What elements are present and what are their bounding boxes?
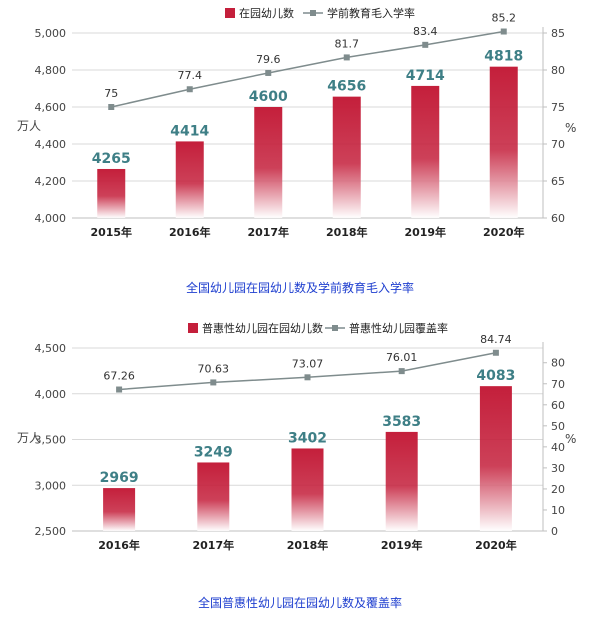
bar-value-label: 3402 [288, 430, 327, 446]
y2-tick-label: 85 [551, 27, 565, 40]
rate-point [210, 379, 217, 386]
legend-bar-label: 在园幼儿数 [239, 7, 294, 20]
chart-caption-2: 全国普惠性幼儿园在园幼儿数及覆盖率 [197, 596, 402, 610]
bar [197, 462, 230, 531]
rate-point [422, 41, 429, 48]
rate-point [500, 28, 507, 35]
y-tick-label: 4,000 [35, 388, 67, 401]
bar-value-label: 4083 [476, 368, 515, 384]
legend-bar-swatch [188, 323, 198, 333]
y2-tick-label: 50 [551, 420, 565, 433]
x-tick-label: 2017年 [247, 225, 289, 239]
bar [254, 107, 283, 218]
rate-value-label: 77.4 [178, 69, 203, 82]
bar [411, 85, 440, 218]
bar-value-label: 2969 [100, 470, 139, 486]
bar [175, 141, 204, 218]
rate-line [111, 30, 504, 108]
y2-tick-label: 70 [551, 138, 565, 151]
rate-value-label: 85.2 [492, 12, 517, 25]
rate-point [304, 374, 311, 381]
y2-tick-label: 75 [551, 101, 565, 114]
y-axis-label: 万人 [17, 431, 41, 445]
y2-tick-label: 65 [551, 175, 565, 188]
bar [489, 66, 518, 218]
y2-tick-label: 60 [551, 399, 565, 412]
chart-caption-1: 全国幼儿园在园幼儿数及学前教育毛入学率 [185, 281, 414, 295]
y-axis-label: 万人 [17, 119, 41, 133]
y-tick-label: 4,800 [35, 64, 67, 77]
enrollment-chart: 4,000 4,200 4,400 4,600 4,800 5,000 60 65 70 75 80… [17, 6, 576, 239]
bar [479, 386, 512, 531]
rate-point [398, 368, 405, 375]
rate-point [108, 104, 115, 110]
y2-tick-label: 40 [551, 441, 565, 454]
x-tick-label: 2018年 [287, 538, 329, 552]
y-tick-label: 4,000 [35, 212, 67, 225]
y-tick-label: 3,000 [35, 479, 67, 492]
y2-tick-label: 80 [551, 64, 565, 77]
y2-tick-label: 30 [551, 462, 565, 475]
x-tick-label: 2016年 [169, 225, 211, 239]
rate-value-label: 83.4 [413, 25, 438, 38]
y2-tick-label: 10 [551, 504, 565, 517]
inclusive-enrollment-chart: 2,500 3,000 3,500 4,000 4,500 0 10 20 30 40 50 60 70… [17, 321, 576, 552]
rate-point [492, 349, 499, 356]
y2-tick-label: 60 [551, 212, 565, 225]
bar [103, 488, 136, 531]
legend-line-label: 普惠性幼儿园覆盖率 [349, 321, 448, 335]
rate-value-label: 81.7 [335, 37, 360, 50]
x-tick-label: 2020年 [483, 225, 525, 239]
x-tick-label: 2019年 [404, 225, 446, 239]
y-tick-label: 3,500 [35, 434, 67, 447]
y-tick-label: 4,400 [35, 138, 67, 151]
y-tick-label: 4,200 [35, 175, 67, 188]
rate-point [265, 69, 272, 76]
legend-line-marker [310, 10, 316, 16]
rate-value-label: 76.01 [386, 351, 418, 364]
rate-value-label: 67.26 [103, 370, 135, 383]
y-tick-label: 4,500 [35, 342, 67, 355]
x-tick-label: 2018年 [326, 225, 368, 239]
bar-value-label: 4265 [92, 151, 131, 167]
x-tick-label: 2017年 [192, 538, 234, 552]
bar-value-label: 4656 [327, 79, 366, 95]
y2-tick-label: 80 [551, 357, 565, 370]
legend-bar-label: 普惠性幼儿园在园幼儿数 [202, 321, 323, 335]
rate-value-label: 75 [104, 87, 118, 100]
rate-value-label: 70.63 [198, 362, 230, 375]
legend-line-marker [332, 325, 338, 331]
x-tick-label: 2020年 [475, 538, 517, 552]
bar-value-label: 4414 [170, 123, 209, 139]
bar-value-label: 4818 [484, 49, 523, 65]
y2-tick-label: 70 [551, 378, 565, 391]
rate-value-label: 84.74 [480, 333, 512, 346]
y2-tick-label: 0 [551, 525, 558, 538]
bar [97, 168, 126, 218]
legend-bar-swatch [225, 8, 235, 18]
x-tick-label: 2019年 [381, 538, 423, 552]
bar-value-label: 3249 [194, 444, 233, 460]
rate-point [116, 386, 123, 393]
y-tick-label: 5,000 [35, 27, 67, 40]
y2-axis-label: % [565, 121, 576, 135]
legend-line-label: 学前教育毛入学率 [327, 6, 415, 20]
rate-value-label: 73.07 [292, 357, 324, 370]
rate-point [186, 86, 193, 93]
bar [291, 448, 324, 531]
y-tick-label: 4,600 [35, 101, 67, 114]
bar [385, 431, 418, 531]
bar-value-label: 4600 [249, 89, 288, 105]
rate-value-label: 79.6 [256, 53, 281, 66]
y2-axis-label: % [565, 432, 576, 446]
y-tick-label: 2,500 [35, 525, 67, 538]
bar-value-label: 3583 [382, 414, 421, 430]
rate-point [343, 54, 350, 61]
x-tick-label: 2016年 [98, 538, 140, 552]
x-tick-label: 2015年 [90, 225, 132, 239]
y2-tick-label: 20 [551, 483, 565, 496]
bar [332, 96, 361, 218]
bar-value-label: 4714 [406, 68, 445, 84]
